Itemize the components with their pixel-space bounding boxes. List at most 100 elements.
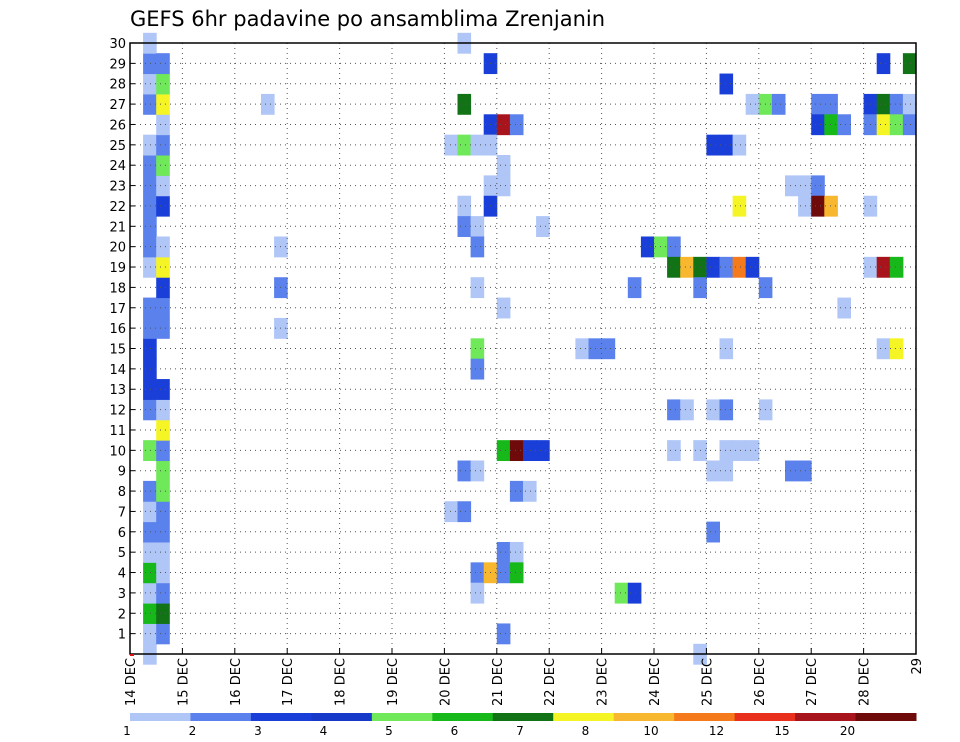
heatmap-cell [143,521,157,543]
heatmap-cell [889,114,904,136]
heatmap-cell [156,399,170,421]
heatmap-cell [457,216,472,237]
heatmap-cell [143,155,157,176]
heatmap-cell [824,114,838,136]
y-tick-label: 9 [118,465,126,480]
heatmap-cell [523,480,537,502]
heatmap-cell [496,175,511,197]
heatmap-cell [798,460,812,482]
y-tick-label: 23 [109,180,126,195]
y-tick-label: 4 [118,567,126,582]
heatmap-cell [156,379,170,400]
heatmap-cell [732,440,747,462]
x-tick-label: 23 DEC [596,658,611,706]
y-tick-label: 27 [109,98,126,113]
heatmap-cell [509,562,524,584]
heatmap-cell [745,440,760,462]
heatmap-cell [156,603,170,624]
heatmap-cell [680,399,694,421]
heatmap-cell [156,155,170,176]
heatmap-cell [143,379,157,400]
heatmap-cell [143,623,157,645]
y-tick-label: 24 [109,159,126,174]
colorbar-swatch [311,713,373,721]
heatmap-cell [706,460,720,482]
heatmap-cell [876,338,891,360]
heatmap-cell [156,195,170,217]
y-tick-label: 12 [109,404,126,419]
heatmap-cell [143,256,157,278]
heatmap-cell [824,93,838,115]
heatmap-cell [143,440,157,462]
x-tick-label: 27 DEC [805,658,820,706]
y-tick-label: 25 [109,139,126,154]
y-tick-label: 1 [118,628,126,643]
y-tick-label: 14 [109,363,126,378]
y-tick-label: 28 [109,78,126,93]
y-tick-label: 6 [118,526,126,541]
heatmap-cell [156,440,170,462]
heatmap-cell [640,236,655,258]
y-tick-label: 7 [118,505,126,520]
y-tick-label: 11 [109,424,126,439]
y-tick-label: 10 [109,444,126,459]
colorbar: 1 2 3 4 5 6 7 8 10 12 15 20 [123,713,917,738]
heatmap-cell [156,114,170,136]
heatmap-cell [509,541,524,563]
colorbar-label: 1 [123,724,131,738]
x-tick-label: 26 DEC [753,658,768,706]
heatmap-cell [876,114,891,136]
y-tick-label: 16 [109,322,126,337]
heatmap-cell [156,541,170,563]
heatmap-cell [156,419,170,441]
y-tick-label: 2 [118,607,126,622]
y-tick-label: 22 [109,200,126,215]
heatmap-cell [143,216,157,237]
heatmap-cell [771,93,786,115]
heatmap-cell [156,297,170,319]
heatmap-cell [156,460,170,482]
heatmap-cell [627,277,642,299]
heatmap-cell [745,93,760,115]
y-tick-label: 21 [109,220,126,235]
heatmap-cell [156,480,170,502]
heatmap-cell [143,603,157,624]
heatmap-cell [509,114,524,136]
heatmap-cell [667,256,681,278]
heatmap-cell [902,53,917,75]
heatmap-cell [667,440,681,462]
heatmap-cell [143,134,157,156]
colorbar-swatch [674,713,736,721]
colorbar-swatch [613,713,675,721]
heatmap-cell [143,541,157,563]
heatmap-cell [680,256,694,278]
colorbar-swatch [250,713,312,721]
heatmap-cell [496,440,511,462]
heatmap-cell [444,501,458,523]
heatmap-cell [719,460,734,482]
heatmap-cell [143,297,157,319]
heatmap-cell [496,562,511,584]
colorbar-label: 12 [709,724,724,738]
x-tick-label: 22 DEC [543,658,558,706]
colorbar-label: 6 [451,724,459,738]
colorbar-swatch [371,713,433,721]
grid-lines [130,43,916,654]
heatmap-cell [156,175,170,197]
heatmap-cell [798,195,812,217]
heatmap-cell [496,623,511,645]
x-tick-label: 20 DEC [438,658,453,706]
heatmap-cell [143,501,157,523]
heatmap-cell [470,277,485,299]
heatmap-cell [143,73,157,95]
heatmap-cell [470,358,485,380]
x-tick-label: 18 DEC [334,658,349,706]
x-tick-label: 28 DEC [858,658,873,706]
y-tick-label: 20 [109,241,126,256]
heatmap-cell [719,440,734,462]
colorbar-label: 10 [643,724,658,738]
heatmap-cell [457,460,472,482]
colorbar-swatch [130,713,191,721]
heatmap-cell [156,562,170,584]
